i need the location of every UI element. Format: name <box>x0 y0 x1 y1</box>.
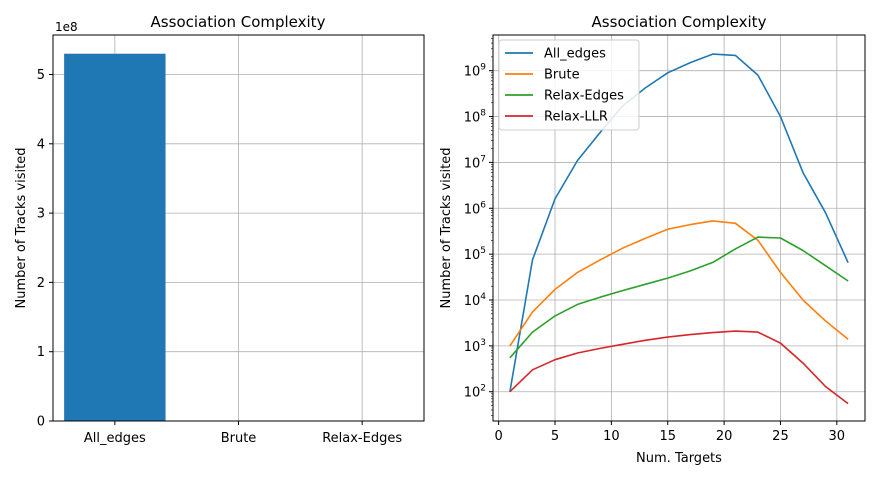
bar-chart-title: Association Complexity <box>151 13 326 31</box>
bar-ytick-label: 4 <box>37 137 45 152</box>
bar-chart-yticks: 0 1 2 3 4 5 <box>37 68 53 430</box>
bar-xtick-label: Brute <box>221 431 257 446</box>
line-chart-frame <box>492 34 866 422</box>
line-xtick-label: 5 <box>551 429 559 444</box>
bar-ytick-label: 2 <box>37 276 45 291</box>
line-ytick-label: 108 <box>464 109 487 126</box>
legend-box <box>498 39 640 131</box>
bar-chart-xticks: All_edges Brute Relax-Edges <box>84 421 402 446</box>
bar-ytick-label: 3 <box>37 207 45 222</box>
line-chart-title: Association Complexity <box>592 13 767 31</box>
line-chart-yticks: 102 103 104 105 106 107 108 109 <box>464 38 493 417</box>
series-brute <box>509 220 849 347</box>
line-chart-xlabel: Num. Targets <box>636 451 722 466</box>
line-ytick-label: 102 <box>464 384 486 401</box>
bar-ytick-label: 5 <box>37 68 45 83</box>
bar-xtick-label: All_edges <box>84 431 146 446</box>
line-ytick-label: 109 <box>464 63 487 80</box>
bar-chart-frame <box>52 34 425 422</box>
series-relax-llr <box>509 330 849 405</box>
line-xtick-label: 30 <box>829 429 846 444</box>
series-relax-edges <box>509 236 849 359</box>
bar-all-edges <box>64 53 166 422</box>
bar-chart-ylabel: Number of Tracks visited <box>14 148 29 309</box>
line-xtick-label: 0 <box>494 429 502 444</box>
line-ytick-label: 103 <box>464 338 486 355</box>
legend-label: Brute <box>544 68 580 83</box>
legend-label: Relax-LLR <box>544 110 608 125</box>
line-ytick-label: 106 <box>464 200 487 217</box>
line-xtick-label: 10 <box>603 429 620 444</box>
line-chart-ylabel: Number of Tracks visited <box>439 148 454 309</box>
bar-chart: Association Complexity 1e8 Number of Tra… <box>14 13 425 446</box>
line-chart-series <box>509 53 849 405</box>
line-chart: Association Complexity Number of Tracks … <box>439 13 866 466</box>
line-ytick-label: 107 <box>464 154 486 171</box>
bar-ytick-label: 0 <box>37 415 45 430</box>
line-chart-xticks: 0 5 10 15 20 25 30 <box>494 421 845 444</box>
legend-label: Relax-Edges <box>544 89 624 104</box>
line-xtick-label: 20 <box>716 429 733 444</box>
line-ytick-label: 105 <box>464 246 486 263</box>
legend-label: All_edges <box>544 47 606 62</box>
line-chart-legend: All_edges Brute Relax-Edges Relax-LLR <box>498 39 640 131</box>
line-xtick-label: 15 <box>659 429 676 444</box>
bar-xtick-label: Relax-Edges <box>322 431 402 446</box>
series-all-edges <box>509 53 849 392</box>
line-ytick-label: 104 <box>464 292 487 309</box>
line-xtick-label: 25 <box>772 429 789 444</box>
bar-ytick-label: 1 <box>37 345 45 360</box>
bar-chart-offset-label: 1e8 <box>55 20 78 34</box>
